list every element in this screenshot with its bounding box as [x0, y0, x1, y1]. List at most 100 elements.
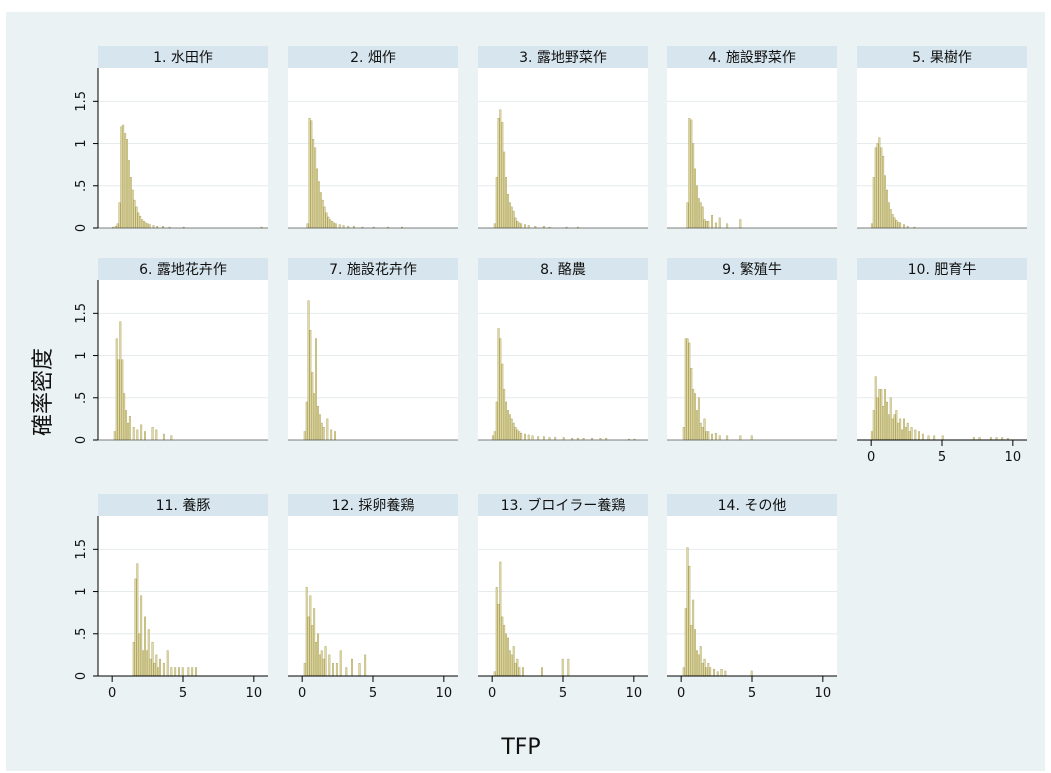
histogram-bar: [688, 117, 691, 229]
histogram-bar: [178, 667, 180, 677]
histogram-bar: [718, 217, 721, 229]
histogram-bar: [317, 405, 319, 441]
histogram-bar: [690, 367, 693, 441]
panel-strip: [98, 494, 268, 516]
histogram-bar: [497, 117, 500, 229]
histogram-bar: [334, 431, 336, 441]
panel-title: 9. 繁殖牛: [722, 261, 782, 278]
histogram-bar: [895, 410, 898, 441]
histogram-bar: [120, 126, 123, 229]
panel-title: 8. 酪農: [540, 262, 586, 278]
histogram-bar: [151, 427, 154, 441]
histogram-bar: [718, 435, 721, 441]
histogram-bar: [508, 202, 511, 229]
histogram-bar: [514, 217, 517, 229]
histogram-bar: [696, 410, 698, 441]
histogram-bar: [334, 223, 337, 229]
plot-area: [98, 516, 268, 676]
histogram-bar: [328, 654, 331, 677]
panel-strip: [857, 46, 1027, 68]
histogram-bar: [941, 435, 944, 441]
histogram-bar: [311, 372, 314, 441]
histogram-bar: [870, 431, 873, 441]
y-tick-label: .5: [74, 180, 89, 192]
histogram-bar: [151, 641, 154, 677]
panel-strip: [478, 258, 648, 280]
histogram-bar: [711, 433, 713, 441]
panel-title: 1. 水田作: [153, 50, 213, 66]
histogram-bar: [880, 147, 883, 229]
histogram-bar: [692, 389, 695, 441]
histogram-bar: [688, 342, 691, 441]
histogram-bar: [739, 219, 742, 229]
panel-12: 12. 採卵養鶏 0 5 10: [288, 494, 458, 701]
histogram-bar: [315, 641, 317, 677]
panel-strip: [98, 46, 268, 68]
histogram-bar: [561, 658, 564, 677]
histogram-bar: [345, 667, 348, 677]
histogram-bar: [329, 219, 332, 229]
histogram-bar: [495, 401, 498, 441]
panel-1: 1. 水田作 0 .5 1 1.5: [74, 46, 268, 232]
histogram-bar: [138, 633, 141, 677]
histogram-bar: [143, 220, 145, 229]
histogram-bar: [125, 410, 127, 441]
histogram-bar: [696, 185, 698, 229]
histogram-bar: [351, 658, 353, 677]
histogram-bar: [303, 663, 306, 677]
histogram-bar: [726, 435, 729, 441]
histogram-bar: [524, 433, 526, 441]
x-tick-label: 0: [108, 686, 116, 701]
histogram-bar: [303, 431, 306, 441]
histogram-bar: [512, 646, 515, 677]
x-tick-label: 5: [559, 686, 567, 701]
histogram-bar: [503, 389, 506, 441]
histogram-bar: [491, 435, 494, 441]
panel-4: 4. 施設野菜作: [667, 46, 837, 229]
histogram-bar: [505, 633, 507, 677]
histogram-bar: [309, 329, 312, 441]
histogram-bar: [499, 561, 502, 677]
histogram-bar: [148, 224, 151, 229]
histogram-bar: [886, 401, 888, 441]
histogram-bar: [153, 663, 156, 677]
histogram-bar: [520, 223, 523, 229]
histogram-bar: [308, 117, 311, 229]
histogram-bar: [522, 667, 524, 677]
histogram-bar: [499, 338, 502, 441]
histogram-bar: [312, 139, 315, 229]
histogram-bar: [518, 667, 521, 677]
histogram-bar: [126, 139, 128, 229]
histogram-bar: [141, 219, 144, 229]
histogram-bar: [724, 670, 727, 677]
histogram-bar: [914, 429, 917, 441]
histogram-bar: [140, 595, 143, 677]
histogram-bar: [306, 223, 309, 229]
histogram-bar: [887, 202, 890, 229]
histogram-bar: [122, 124, 125, 229]
histogram-bar: [876, 397, 879, 441]
histogram-bar: [319, 192, 322, 229]
histogram-bar: [127, 422, 129, 441]
histogram-bar: [495, 177, 498, 229]
panel-title: 3. 露地野菜作: [519, 50, 607, 66]
x-axis-title: TFP: [500, 735, 540, 760]
histogram-bar: [181, 667, 184, 677]
histogram-bar: [508, 414, 511, 441]
histogram-bar: [510, 206, 513, 229]
histogram-bar: [497, 603, 500, 677]
histogram-bar: [501, 122, 504, 229]
histogram-bar: [886, 189, 888, 229]
panel-10: 10. 肥育牛 0 5 10: [857, 258, 1027, 465]
histogram-bar: [127, 160, 130, 229]
histogram-bar: [123, 393, 126, 441]
histogram-bar: [707, 220, 710, 229]
histogram-bar: [316, 168, 318, 229]
panel-title: 11. 養豚: [156, 497, 211, 514]
panel-strip: [288, 46, 458, 68]
histogram-bar: [893, 217, 896, 229]
histogram-bar: [918, 431, 920, 441]
histogram-bar: [170, 435, 173, 441]
histogram-bar: [499, 109, 502, 229]
histogram-bar: [696, 650, 698, 677]
